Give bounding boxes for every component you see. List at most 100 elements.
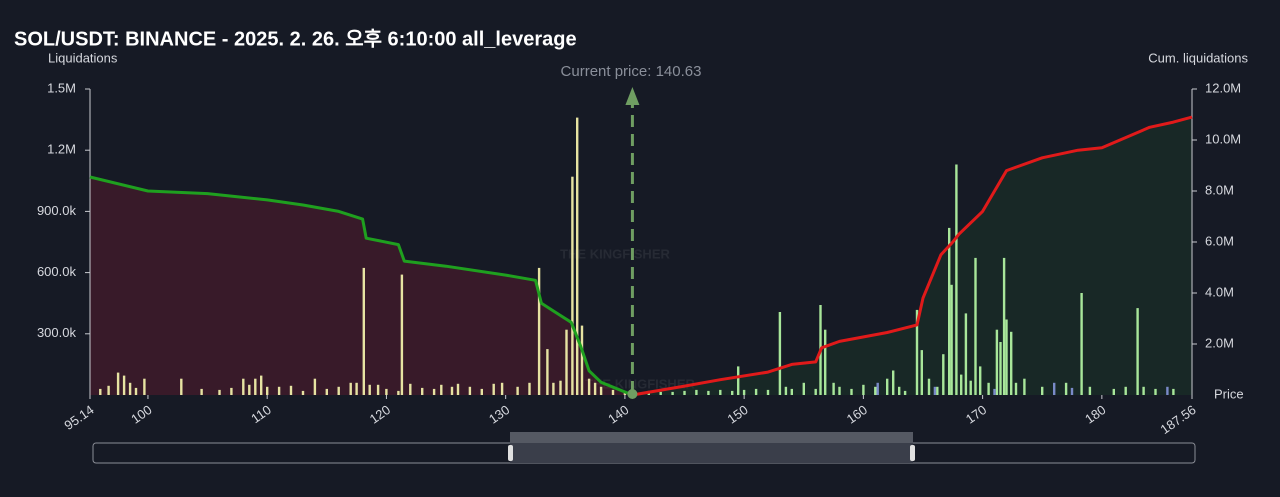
x-axis-label: Price (1214, 386, 1244, 401)
liquidation-bar (886, 378, 889, 395)
liquidation-bar (903, 390, 907, 395)
liquidation-bar (546, 349, 549, 395)
cum-area (90, 177, 633, 395)
slider-handle[interactable] (910, 445, 915, 461)
liquidation-bar (876, 382, 879, 395)
liquidation-bar (266, 386, 269, 395)
liquidation-bar (1070, 387, 1074, 395)
liquidation-bar (432, 388, 436, 395)
watermark: THE KINGFISHER (560, 246, 670, 261)
liquidation-bar (450, 386, 454, 395)
liquidation-bar (134, 387, 138, 395)
y-tick-label: 600.0k (37, 264, 77, 279)
liquidation-bar (960, 374, 963, 395)
slider-tab[interactable] (510, 432, 913, 443)
liquidation-bar (731, 390, 734, 395)
liquidation-bar (974, 257, 977, 395)
liquidation-bar (1154, 388, 1157, 395)
liquidation-bar (671, 391, 674, 395)
liquidation-bar (1166, 386, 1169, 395)
liquidation-bar (927, 378, 931, 395)
liquidation-bar (955, 164, 958, 395)
liquidation-bar (289, 385, 293, 395)
liquidation-bar (933, 386, 937, 395)
liquidation-bar (1041, 386, 1044, 395)
liquidation-bar (301, 390, 305, 395)
liquidation-bar (707, 390, 710, 395)
y-axis-label: Liquidations (48, 50, 118, 65)
liquidation-bar (969, 380, 972, 395)
liquidation-bar (999, 342, 1002, 395)
liquidation-bar (778, 312, 782, 395)
liquidation-bar (376, 384, 380, 395)
liquidation-bar (1005, 319, 1008, 395)
current-price-arrow (625, 87, 640, 105)
liquidation-bar (180, 378, 183, 395)
cum-line (89, 175, 633, 397)
liquidation-bar (737, 366, 740, 395)
liquidation-bar (440, 384, 443, 395)
liquidation-bar (948, 227, 951, 395)
liquidation-bar (143, 378, 146, 395)
current-price-dot (627, 389, 638, 399)
liquidation-bar (325, 388, 328, 395)
liquidation-bar (936, 386, 939, 395)
slider-window[interactable] (510, 443, 913, 463)
y2-tick-label: 6.0M (1205, 233, 1234, 248)
liquidation-bar (537, 267, 541, 395)
liquidation-bar (409, 383, 412, 395)
liquidation-bar (1142, 386, 1145, 395)
liquidation-bar (964, 313, 968, 395)
current-price-label: Current price: 140.63 (561, 63, 702, 80)
liquidation-bar (552, 382, 555, 395)
liquidation-bar (421, 387, 424, 395)
liquidation-bar (754, 388, 758, 395)
liquidation-bar (766, 389, 770, 395)
liquidation-bar (838, 386, 841, 395)
liquidation-bar (1002, 257, 1006, 395)
liquidation-bar (254, 378, 257, 395)
liquidation-bar (719, 389, 722, 395)
liquidation-bar (368, 384, 371, 395)
liquidation-bar (200, 388, 203, 395)
liquidation-bar (1014, 382, 1018, 395)
liquidation-bar (1088, 386, 1092, 395)
liquidation-bar (500, 382, 504, 395)
liquidation-bar (1172, 388, 1175, 395)
liquidation-bar (593, 382, 597, 395)
liquidation-bar (565, 329, 568, 395)
liquidation-bar (1080, 293, 1083, 395)
liquidation-bar (695, 389, 698, 395)
slider-handle[interactable] (508, 445, 513, 461)
liquidation-bar (456, 383, 460, 395)
liquidation-bar (128, 382, 132, 395)
liquidation-bar (915, 309, 919, 395)
y2-tick-label: 10.0M (1205, 131, 1241, 146)
liquidation-bar (1124, 386, 1127, 395)
chart-title: SOL/USDT: BINANCE - 2025. 2. 26. 오후 6:10… (14, 27, 577, 50)
y2-tick-label: 4.0M (1205, 284, 1234, 299)
range-slider[interactable] (92, 432, 1196, 464)
liquidation-bar (1136, 308, 1139, 395)
liquidation-bar (784, 386, 788, 395)
liquidation-bar (480, 388, 483, 395)
liquidation-bar (528, 382, 531, 395)
cum-line (632, 115, 1193, 397)
liquidation-bar (277, 386, 281, 395)
liquidation-bar (99, 388, 102, 395)
liquidation-bar (874, 386, 877, 395)
y-tick-label: 1.2M (47, 142, 76, 157)
liquidation-bar (362, 267, 365, 395)
liquidation-bar (995, 329, 999, 395)
y2-axis-label: Cum. liquidations (1148, 50, 1248, 65)
liquidation-bar (248, 384, 251, 395)
y-tick-label: 300.0k (37, 325, 77, 340)
y2-tick-label: 8.0M (1205, 182, 1234, 197)
liquidation-bar (1023, 378, 1026, 395)
liquidation-bar (892, 370, 895, 395)
liquidation-bar (400, 274, 404, 395)
liquidation-bar (355, 382, 358, 395)
liquidation-bar (850, 388, 853, 395)
